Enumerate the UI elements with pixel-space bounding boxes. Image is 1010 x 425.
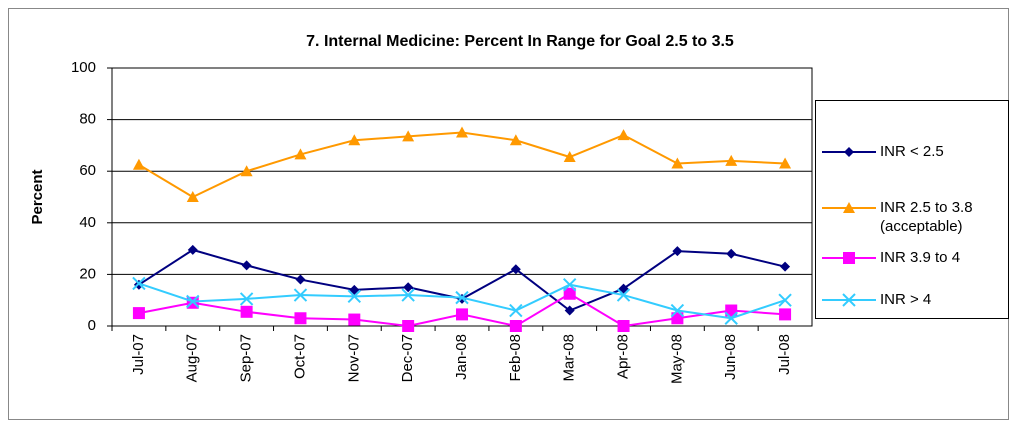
marker [132,158,145,170]
marker [402,320,415,332]
marker [618,283,629,294]
marker [509,303,523,318]
marker [509,320,522,332]
y-tick-label: 20 [79,265,96,282]
marker [240,305,253,318]
marker [780,261,791,272]
series-line [138,131,786,199]
legend-label: INR 3.9 to 4 [880,249,961,266]
x-tick-label: Jul-07 [130,334,147,375]
marker [186,191,199,202]
x-tick-label: Apr-08 [615,334,632,379]
marker [671,312,684,325]
x-tick-label: Jan-08 [453,334,470,380]
marker [240,165,253,177]
legend-marker [842,293,856,307]
marker [670,303,685,318]
x-tick-label: Feb-08 [507,334,524,382]
marker [724,311,738,325]
plot-border [111,67,813,327]
x-tick-label: Dec-07 [399,334,416,382]
chart-title: 7. Internal Medicine: Percent In Range f… [306,33,734,50]
marker [403,282,414,293]
marker [779,157,792,169]
marker [132,307,145,320]
marker [562,278,577,292]
marker [294,148,307,160]
marker [239,292,254,306]
marker [671,157,684,169]
marker [456,126,468,138]
y-tick-label: 100 [71,59,96,76]
legend-label: INR 2.5 to 3.8 (acceptable) [880,199,973,235]
marker [349,284,360,295]
marker [186,294,200,309]
x-tick-label: May-08 [668,334,685,384]
legend-marker [844,147,854,157]
marker [779,308,792,321]
x-tick-label: Oct-07 [291,334,308,379]
legend-label: INR < 2.5 [880,143,944,160]
marker [402,130,415,142]
legend-marker [843,252,855,264]
legend-marker [843,202,855,213]
marker [348,313,361,326]
marker [510,264,521,275]
marker [725,154,738,166]
y-tick-label: 80 [79,111,96,128]
marker [455,290,469,305]
marker [617,129,630,141]
marker [726,248,737,259]
y-axis-label: Percent [29,169,46,224]
legend-label: INR > 4 [880,291,932,308]
marker [509,134,522,146]
marker [347,289,362,304]
marker [187,244,198,255]
marker [617,320,630,332]
marker [293,288,308,302]
marker [401,288,415,302]
x-tick-label: Aug-07 [184,334,201,382]
marker [563,151,576,163]
y-tick-label: 60 [79,162,96,179]
y-tick-label: 0 [88,317,96,334]
x-tick-label: Sep-07 [238,334,255,382]
x-tick-label: Jul-08 [776,334,793,375]
marker [725,304,738,317]
marker [132,276,146,291]
marker [564,305,575,316]
marker [672,246,683,257]
marker [456,308,468,321]
y-tick-label: 40 [79,214,96,231]
marker [294,312,307,325]
marker [778,293,792,307]
marker [563,287,576,300]
marker [348,134,361,146]
marker [616,288,631,302]
x-tick-label: Mar-08 [561,334,578,382]
x-tick-label: Jun-08 [722,334,739,380]
x-tick-label: Nov-07 [345,334,362,382]
marker [295,274,306,285]
marker [241,260,252,271]
